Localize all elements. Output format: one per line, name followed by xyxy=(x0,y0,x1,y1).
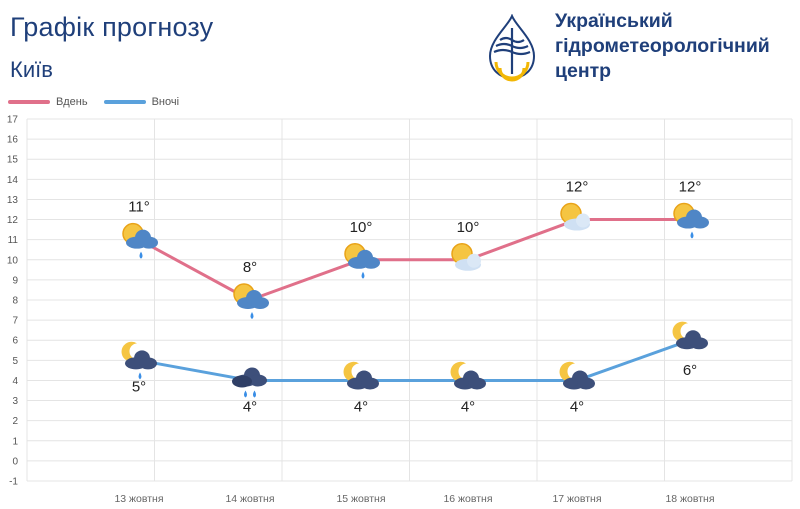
y-tick-label: 13 xyxy=(7,195,19,206)
y-tick-label: 17 xyxy=(7,115,19,126)
night-temp-label: 5° xyxy=(132,378,146,395)
y-tick-label: 10 xyxy=(7,255,19,266)
night-temp-label: 4° xyxy=(461,398,475,415)
org-line-1: Український xyxy=(555,10,673,32)
y-tick-label: 7 xyxy=(12,316,18,327)
org-line-3: центр xyxy=(555,60,612,82)
day-temp-label: 10° xyxy=(350,219,373,236)
y-tick-label: 1 xyxy=(12,436,18,447)
sun-cloud-rain-icon xyxy=(233,283,269,319)
y-tick-label: 11 xyxy=(8,235,19,246)
y-tick-label: 2 xyxy=(12,416,18,427)
moon-cloud-icon xyxy=(559,361,595,390)
night-temp-label: 4° xyxy=(243,398,257,415)
sun-cloud-rain-icon xyxy=(122,222,158,259)
x-tick-label: 14 жовтня xyxy=(225,493,274,505)
legend-day-swatch xyxy=(8,100,50,104)
y-tick-label: 15 xyxy=(7,155,19,166)
y-tick-label: 9 xyxy=(12,275,18,286)
moon-cloud-icon xyxy=(450,361,486,390)
page-title: Графік прогнозу xyxy=(10,12,214,42)
city-name: Київ xyxy=(10,57,53,82)
legend-day-label: Вдень xyxy=(56,96,88,108)
y-tick-label: 12 xyxy=(7,215,19,226)
legend-item-day: Вдень xyxy=(8,96,88,108)
moon-cloud-icon xyxy=(672,321,708,350)
sun-cloud-rain-icon xyxy=(344,243,380,279)
y-tick-label: 14 xyxy=(7,175,19,186)
night-temp-label: 4° xyxy=(570,398,584,415)
night-series-line xyxy=(138,338,691,382)
x-tick-label: 15 жовтня xyxy=(336,493,385,505)
legend-night-swatch xyxy=(103,100,146,104)
sun-cloud-rain-icon xyxy=(673,202,709,239)
y-tick-label: 6 xyxy=(12,336,18,347)
x-tick-label: 16 жовтня xyxy=(443,493,492,505)
day-temp-label: 11° xyxy=(128,199,150,216)
x-tick-label: 17 жовтня xyxy=(552,493,601,505)
organization-name: Український гідрометеорологічний центр xyxy=(555,9,795,84)
day-temp-label: 10° xyxy=(457,219,480,236)
x-tick-label: 18 жовтня xyxy=(665,493,714,505)
chart-legend: Вдень Вночі xyxy=(8,95,195,109)
legend-night-label: Вночі xyxy=(151,96,180,108)
y-tick-label: 5 xyxy=(12,356,18,367)
day-temp-label: 12° xyxy=(566,179,589,196)
sun-cloud-icon xyxy=(451,243,481,271)
y-tick-label: 4 xyxy=(12,376,18,387)
legend-item-night: Вночі xyxy=(103,96,180,108)
x-tick-label: 13 жовтня xyxy=(114,493,163,505)
night-temp-label: 6° xyxy=(683,362,697,379)
night-temp-label: 4° xyxy=(354,398,368,415)
sun-cloud-icon xyxy=(560,202,590,231)
moon-cloud-icon xyxy=(343,361,379,390)
moon-cloud-rain-icon xyxy=(121,341,157,380)
water-drop-sun-logo-icon xyxy=(488,14,536,82)
y-tick-label: 3 xyxy=(12,396,18,407)
day-series-line xyxy=(138,218,690,302)
org-line-2: гідрометеорологічний xyxy=(555,35,770,57)
y-tick-label: -1 xyxy=(9,477,18,488)
y-tick-label: 16 xyxy=(7,135,19,146)
y-tick-label: 0 xyxy=(12,456,18,467)
day-temp-label: 12° xyxy=(679,179,702,196)
day-temp-label: 8° xyxy=(243,259,257,276)
cloud-heavy-rain-icon xyxy=(232,367,267,398)
y-tick-label: 8 xyxy=(12,296,18,307)
